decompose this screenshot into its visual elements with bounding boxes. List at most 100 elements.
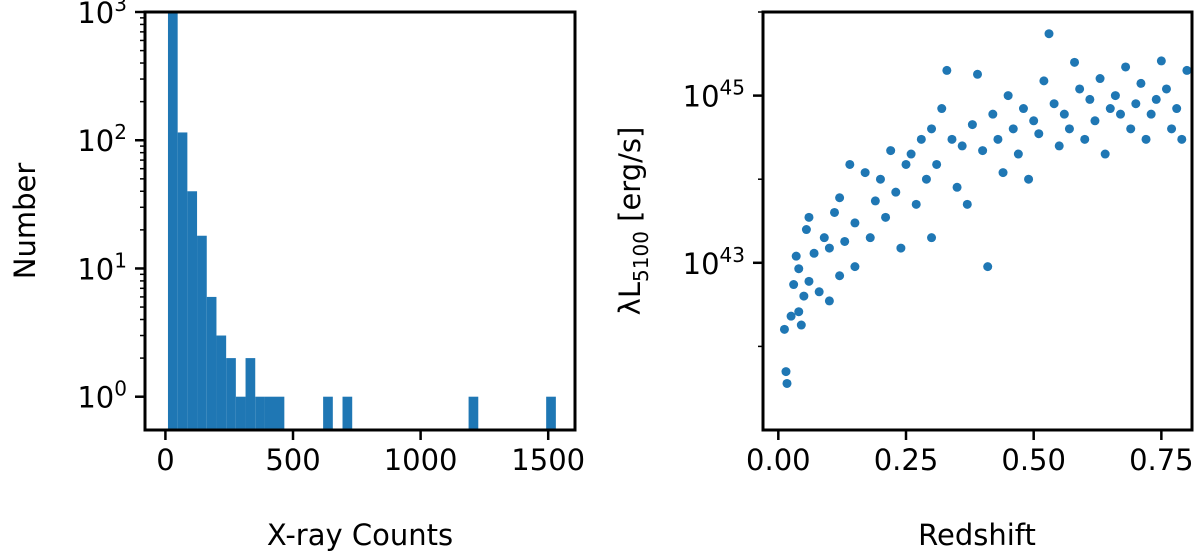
scatter-point [1146, 109, 1156, 119]
scatter-y-tick-label-base: 10 [683, 80, 720, 114]
scatter-y-tick-label-base: 10 [683, 247, 720, 281]
histogram-bar [264, 396, 285, 430]
scatter-y-tick-label: 1045 [683, 76, 745, 114]
scatter-point [896, 243, 906, 253]
scatter-point [845, 159, 855, 169]
scatter-point [993, 134, 1003, 144]
scatter-point [1054, 141, 1064, 151]
histogram-y-tick-label-exponent: 2 [114, 120, 127, 144]
scatter-point [932, 159, 942, 169]
histogram-y-tick-label-base: 10 [77, 381, 114, 415]
scatter-point [983, 262, 993, 272]
histogram-bar [235, 396, 246, 430]
scatter-point [779, 324, 789, 334]
scatter-point [789, 280, 799, 290]
histogram-bar [206, 296, 217, 430]
scatter-point [824, 296, 834, 306]
scatter-point [840, 236, 850, 246]
scatter-point [1126, 124, 1136, 134]
scatter-point [782, 378, 792, 388]
scatter-point [1029, 116, 1039, 126]
scatter-point [927, 233, 937, 243]
scatter-point [1151, 94, 1161, 104]
scatter-point [1003, 91, 1013, 101]
scatter-y-label-prefix: λL [613, 282, 647, 315]
histogram-y-tick-label: 101 [77, 248, 127, 286]
scatter-point [998, 168, 1008, 178]
scatter-point [1116, 109, 1125, 119]
scatter-point [962, 199, 972, 209]
scatter-point [937, 104, 947, 114]
scatter-point [942, 65, 952, 75]
scatter-y-tick-label-exponent: 45 [720, 76, 745, 100]
scatter-point [973, 69, 982, 79]
scatter-point [860, 168, 870, 178]
scatter-point [1136, 78, 1146, 88]
scatter-point [1075, 84, 1085, 94]
scatter-point [819, 233, 829, 243]
scatter-point [1141, 134, 1151, 144]
scatter-points [779, 29, 1192, 388]
histogram-bar [342, 396, 353, 430]
histogram-y-tick-label: 102 [77, 120, 127, 158]
histogram-x-tick-label: 1500 [511, 443, 585, 477]
histogram-y-tick-label: 100 [77, 377, 127, 415]
scatter-point [957, 141, 967, 151]
scatter-point [1110, 91, 1120, 101]
scatter-point [1044, 29, 1054, 39]
scatter-point [901, 159, 911, 169]
histogram-x-ticks: 0 500 1000 1500 [156, 430, 585, 477]
scatter-y-label-suffix: [erg/s] [613, 127, 647, 231]
scatter-x-tick-label: 0.50 [1001, 443, 1066, 477]
scatter-y-tick-label-exponent: 43 [720, 243, 745, 267]
scatter-point [927, 124, 937, 134]
histogram-y-tick-label-base: 10 [77, 252, 114, 286]
scatter-point [801, 225, 811, 235]
scatter-point [947, 134, 957, 144]
histogram-bar [468, 396, 479, 430]
histogram-y-tick-label-exponent: 0 [114, 377, 127, 401]
scatter-y-label: λL5100 [erg/s] [613, 127, 653, 316]
scatter-x-ticks: 0.00 0.25 0.50 0.75 [746, 430, 1194, 477]
scatter-point [1156, 56, 1166, 66]
histogram-y-label: Number [8, 163, 42, 280]
scatter-point [1049, 99, 1059, 109]
histogram-x-tick-label: 500 [265, 443, 320, 477]
scatter-y-label-subscript: 5100 [629, 231, 653, 282]
scatter-point [809, 248, 819, 258]
scatter-point [978, 146, 988, 156]
scatter-x-tick-label: 0.25 [874, 443, 939, 477]
histogram-bar [323, 396, 333, 430]
scatter-point [1008, 124, 1018, 134]
scatter-point [1013, 149, 1023, 159]
scatter-y-tick-label: 1043 [683, 243, 745, 281]
scatter-point [870, 196, 880, 206]
histogram-y-tick-label-base: 10 [77, 124, 114, 158]
histogram-bars [167, 12, 556, 430]
scatter-point [1131, 99, 1141, 109]
scatter-point [794, 264, 804, 274]
scatter-point [921, 174, 931, 184]
scatter-point [1095, 74, 1105, 84]
histogram-axes-frame [143, 10, 577, 432]
scatter-point [1105, 104, 1115, 114]
scatter-point [1161, 84, 1171, 94]
histogram-bar [177, 132, 188, 430]
scatter-point [906, 149, 916, 159]
scatter-point [794, 307, 804, 317]
scatter-point [850, 218, 860, 228]
scatter-point [911, 199, 921, 209]
scatter-point [804, 276, 814, 286]
histogram-y-tick-label: 103 [77, 0, 127, 30]
scatter-point [850, 262, 860, 272]
scatter-point [1085, 94, 1095, 104]
histogram-bar [167, 12, 178, 430]
scatter-point [1070, 57, 1080, 67]
scatter-point [1090, 116, 1100, 126]
scatter-point [881, 212, 891, 222]
